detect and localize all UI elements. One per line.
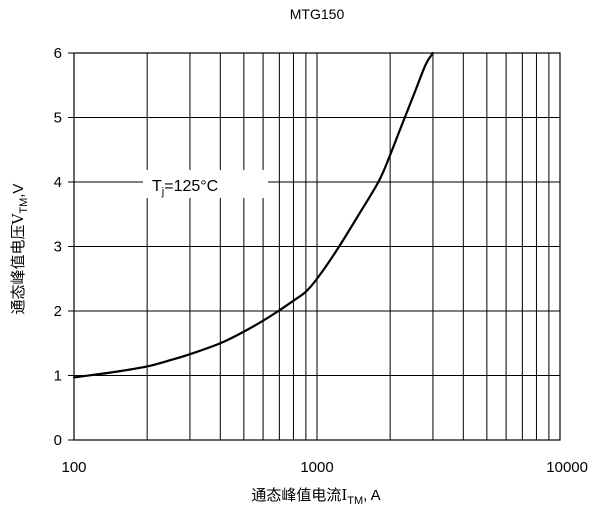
y-tick-label: 3	[54, 239, 62, 256]
y-tick-label: 5	[54, 110, 62, 127]
annotation-sub: j	[161, 186, 164, 198]
x-tick-labels: 100 1000 10000	[61, 459, 588, 476]
y-tick-label: 0	[54, 432, 62, 449]
y-axis-label-main: 通态峰值电压V	[9, 212, 27, 314]
x-tick-label: 100	[61, 459, 86, 476]
annotation-main: T	[152, 178, 162, 195]
x-axis-label: 通态峰值电流ITM, A	[251, 486, 380, 507]
x-tick-label: 1000	[300, 459, 333, 476]
y-tick-label: 1	[54, 368, 62, 385]
x-axis-label-unit: , A	[363, 487, 381, 504]
grid-lines	[68, 52, 560, 441]
y-axis-label: 通态峰值电压VTM,V	[9, 184, 30, 315]
y-tick-label: 6	[54, 45, 62, 62]
y-axis-label-sub: TM	[18, 198, 30, 214]
annotation-background	[143, 170, 268, 198]
plot-frame	[73, 52, 561, 441]
y-tick-labels: 0 1 2 3 4 5 6	[54, 45, 62, 449]
y-tick-label: 4	[54, 174, 62, 191]
y-tick-label: 2	[54, 303, 62, 320]
x-axis-label-main: 通态峰值电流I	[251, 486, 347, 504]
y-axis-label-unit: ,V	[10, 184, 27, 198]
x-tick-label: 10000	[546, 459, 588, 476]
temperature-annotation: Tj=125°C	[152, 178, 218, 198]
annotation-tail: =125°C	[164, 178, 218, 195]
x-axis-label-sub: TM	[347, 495, 363, 507]
series-line	[72, 51, 435, 379]
chart-title: MTG150	[290, 6, 345, 22]
